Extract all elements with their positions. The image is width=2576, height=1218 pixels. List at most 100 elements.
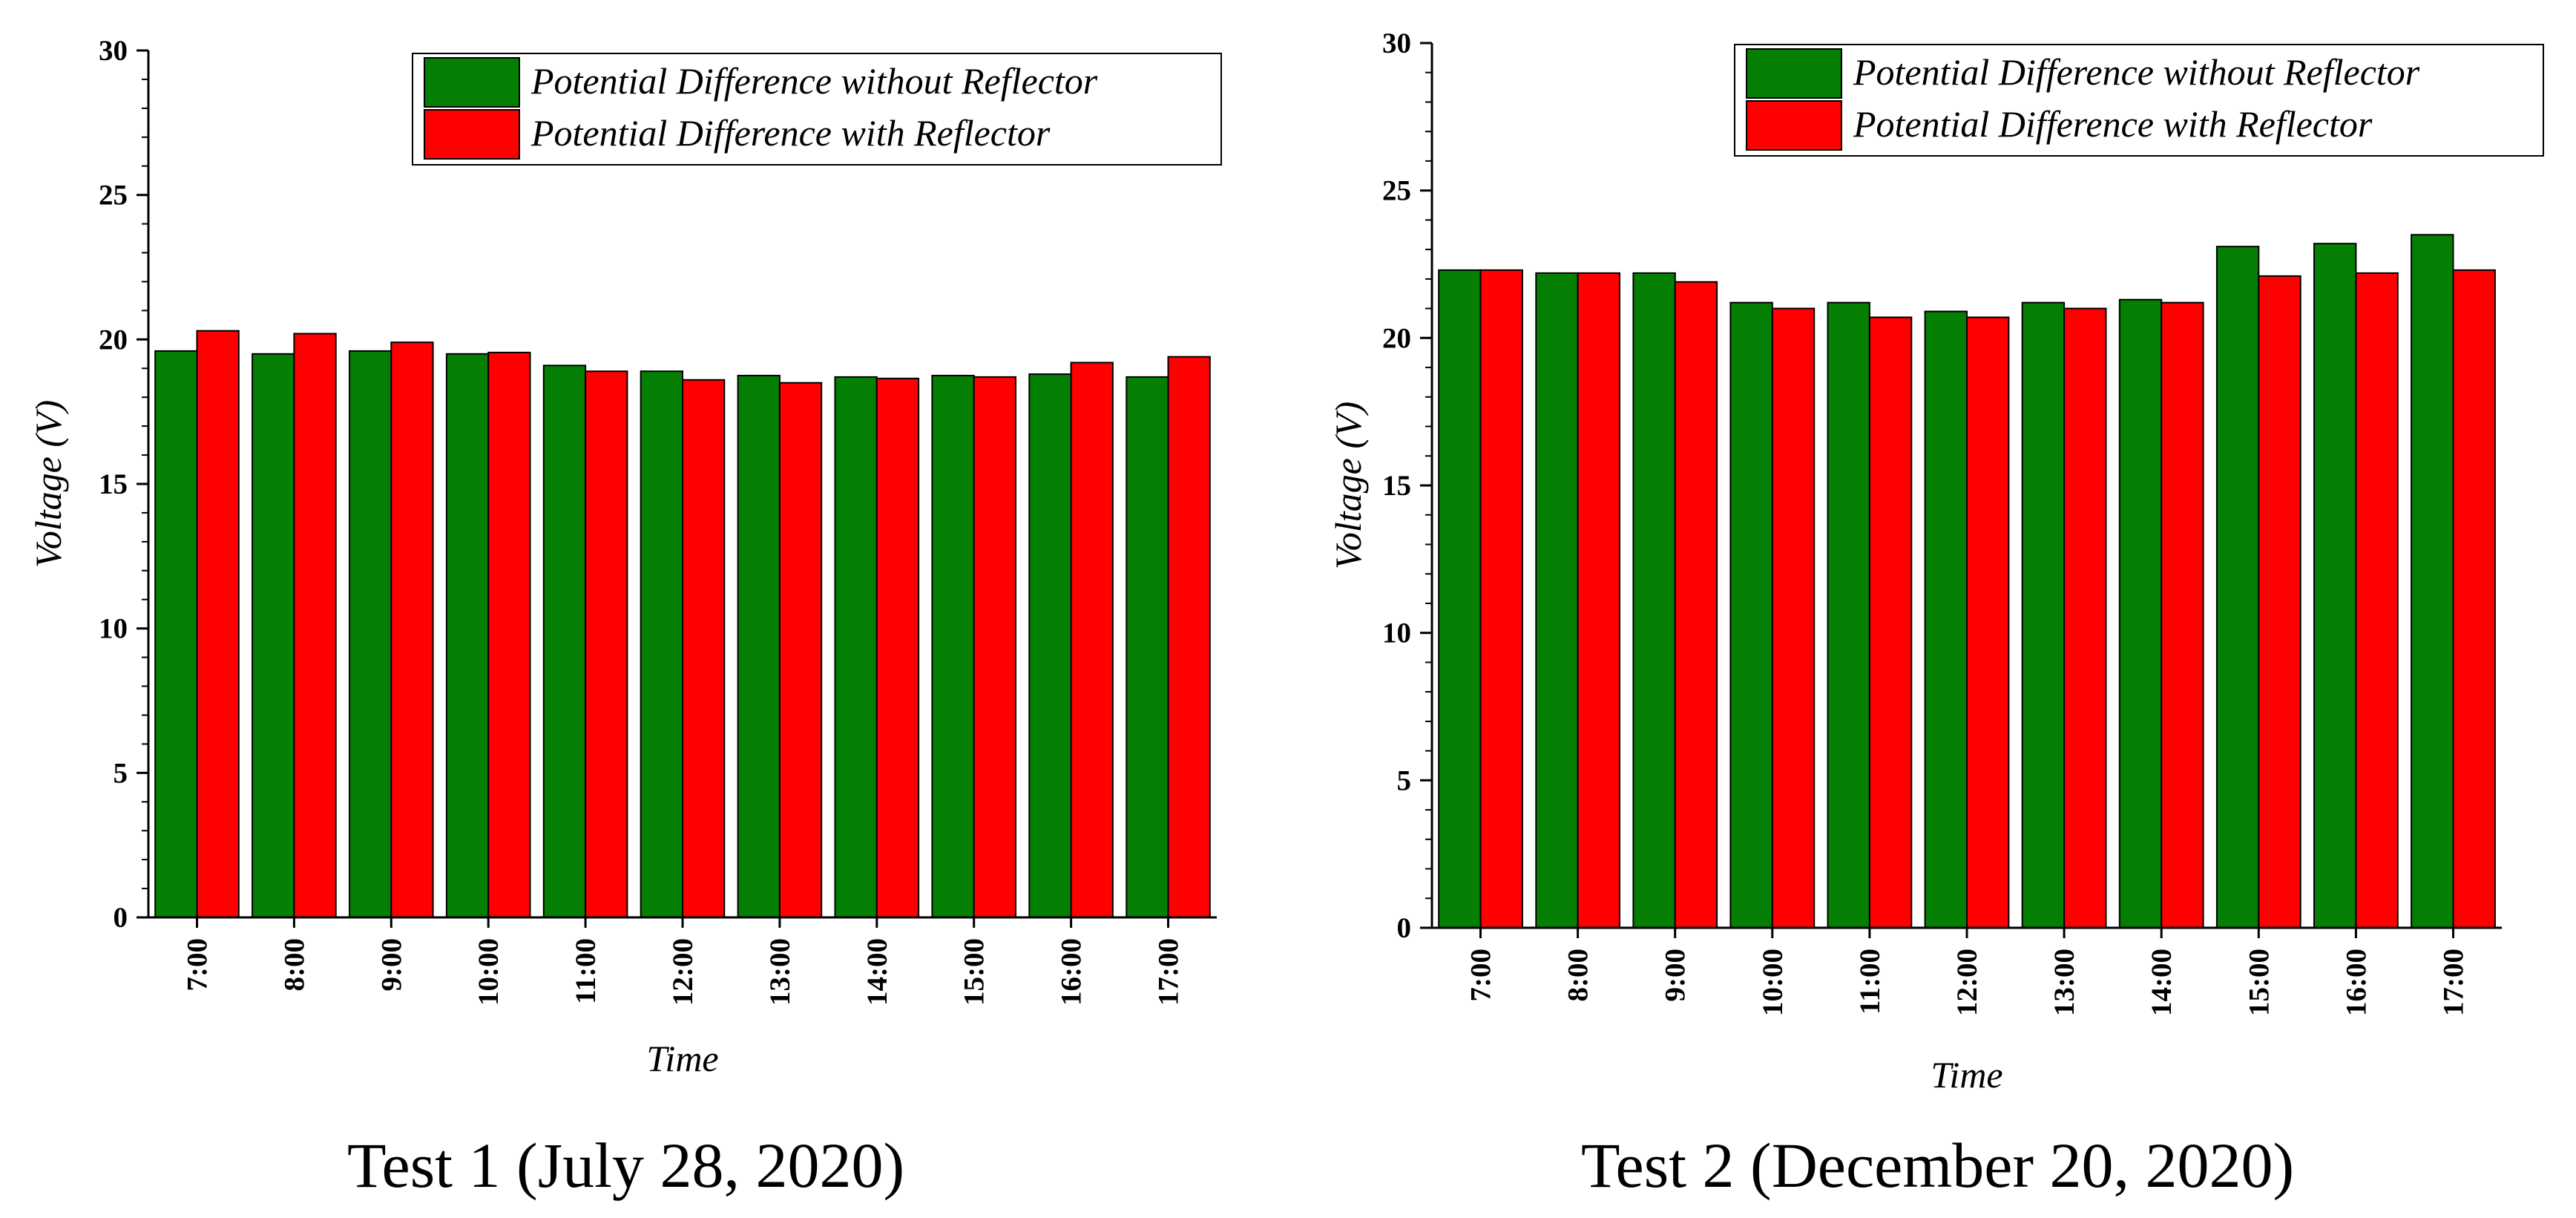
y-tick-label: 0 bbox=[1397, 912, 1412, 944]
chart-caption-test-1: Test 1 (July 28, 2020) bbox=[347, 1130, 905, 1201]
bar-with-reflector-1400 bbox=[2161, 301, 2204, 929]
legend-label-without-reflector: Potential Difference without Reflector bbox=[530, 60, 1098, 102]
x-tick-label-700: 7:00 bbox=[1465, 949, 1497, 1002]
x-tick-label-800: 8:00 bbox=[1563, 949, 1594, 1002]
bar-with-reflector-900 bbox=[1674, 281, 1718, 929]
chart-panel-test-1: 0 5 10 15 20 25 30 7:00 8:00 9:00 10:00 11:00 12:00 1… bbox=[27, 35, 1222, 1201]
bar-without-reflector-1400 bbox=[834, 376, 878, 918]
y-tick-label: 30 bbox=[1382, 27, 1411, 59]
bar-with-reflector-1000 bbox=[1771, 307, 1816, 929]
bar-chart-test-2: 0 5 10 15 20 25 30 7:00 8:00 9:00 10:00 11:00 12:00 1… bbox=[1327, 27, 2544, 1096]
chart-panel-test-2: 0 5 10 15 20 25 30 7:00 8:00 9:00 10:00 11:00 12:00 1… bbox=[1288, 0, 2576, 1218]
bar-without-reflector-1500 bbox=[931, 375, 975, 918]
y-axis-title: Voltage (V) bbox=[27, 400, 69, 568]
bar-without-reflector-1600 bbox=[1028, 373, 1072, 919]
legend: Potential Difference without Reflector Po… bbox=[412, 53, 1222, 166]
bar-without-reflector-800 bbox=[1535, 272, 1579, 929]
legend-label-with-reflector: Potential Difference with Reflector bbox=[530, 112, 1051, 154]
x-tick-label-900: 9:00 bbox=[1660, 949, 1692, 1002]
x-axis-title: Time bbox=[1931, 1054, 2002, 1096]
bar-with-reflector-900 bbox=[390, 341, 434, 918]
y-tick-label: 20 bbox=[99, 324, 128, 356]
legend-box bbox=[1734, 44, 2544, 157]
x-tick-label-1100: 11:00 bbox=[1854, 949, 1886, 1015]
bar-with-reflector-1700 bbox=[2452, 269, 2496, 929]
y-tick-label: 15 bbox=[99, 468, 128, 500]
bar-without-reflector-1700 bbox=[1126, 376, 1169, 918]
bar-with-reflector-1600 bbox=[1070, 361, 1114, 918]
bars-group bbox=[154, 330, 1211, 919]
x-tick-label-800: 8:00 bbox=[278, 938, 310, 992]
x-tick-label-1200: 12:00 bbox=[667, 938, 699, 1006]
bar-with-reflector-1400 bbox=[875, 377, 920, 918]
bars-group bbox=[1438, 234, 2496, 929]
bar-without-reflector-800 bbox=[252, 353, 295, 918]
bar-with-reflector-1100 bbox=[585, 370, 628, 918]
bar-with-reflector-700 bbox=[1479, 269, 1523, 929]
y-tick-label: 5 bbox=[1397, 764, 1412, 796]
bar-without-reflector-700 bbox=[1438, 269, 1482, 929]
x-tick-label-1100: 11:00 bbox=[570, 938, 602, 1004]
x-tick-label-900: 9:00 bbox=[375, 938, 407, 992]
y-tick-label: 25 bbox=[1382, 175, 1411, 207]
legend-box bbox=[412, 53, 1222, 166]
x-tick-label-1500: 15:00 bbox=[959, 938, 990, 1006]
x-tick-label-1500: 15:00 bbox=[2243, 949, 2275, 1016]
y-tick-label: 30 bbox=[99, 35, 128, 67]
bar-with-reflector-1500 bbox=[973, 376, 1016, 918]
x-tick-label-1300: 13:00 bbox=[764, 938, 796, 1006]
x-tick-label-1600: 16:00 bbox=[2340, 949, 2372, 1016]
x-tick-label-1400: 14:00 bbox=[861, 938, 893, 1006]
bar-without-reflector-1100 bbox=[1827, 301, 1870, 929]
bar-without-reflector-1300 bbox=[737, 375, 781, 918]
bar-without-reflector-700 bbox=[154, 350, 198, 918]
legend-swatch-without-reflector bbox=[424, 57, 520, 108]
bar-without-reflector-900 bbox=[1632, 272, 1676, 929]
y-tick-label: 10 bbox=[1382, 618, 1411, 649]
x-tick-label-1400: 14:00 bbox=[2146, 949, 2178, 1016]
bar-without-reflector-1500 bbox=[2215, 246, 2260, 929]
bar-with-reflector-1600 bbox=[2355, 272, 2399, 929]
x-tick-label-1600: 16:00 bbox=[1056, 938, 1088, 1006]
x-tick-label-1000: 10:00 bbox=[1757, 949, 1789, 1016]
legend-label-with-reflector: Potential Difference with Reflector bbox=[1853, 103, 2373, 145]
y-tick-label: 5 bbox=[114, 757, 128, 789]
bar-with-reflector-1300 bbox=[2063, 307, 2107, 929]
bar-without-reflector-1000 bbox=[445, 353, 490, 918]
x-tick-label-700: 7:00 bbox=[182, 938, 214, 992]
y-tick-label: 25 bbox=[99, 180, 128, 212]
bar-without-reflector-1100 bbox=[542, 364, 587, 918]
bar-without-reflector-1200 bbox=[640, 370, 684, 918]
chart-caption-test-2: Test 2 (December 20, 2020) bbox=[1581, 1130, 2295, 1201]
legend-swatch-with-reflector bbox=[424, 109, 520, 160]
bar-chart-test-1: 0 5 10 15 20 25 30 7:00 8:00 9:00 10:00 11:00 12:00 1… bbox=[27, 35, 1222, 1079]
x-tick-label-1700: 17:00 bbox=[1153, 938, 1185, 1006]
bar-without-reflector-1600 bbox=[2313, 243, 2357, 929]
x-tick-label-1300: 13:00 bbox=[2048, 949, 2080, 1016]
legend-label-without-reflector: Potential Difference without Reflector bbox=[1853, 51, 2420, 93]
bar-without-reflector-1200 bbox=[1924, 310, 1968, 929]
bar-with-reflector-1500 bbox=[2258, 275, 2301, 929]
y-tick-label: 20 bbox=[1382, 322, 1411, 354]
y-tick-label: 10 bbox=[99, 613, 128, 645]
bar-with-reflector-700 bbox=[196, 330, 240, 918]
bar-with-reflector-1700 bbox=[1167, 356, 1211, 918]
x-axis-title: Time bbox=[646, 1038, 718, 1079]
legend-swatch-without-reflector bbox=[1746, 48, 1842, 99]
bar-with-reflector-1200 bbox=[682, 379, 726, 918]
bar-with-reflector-1100 bbox=[1868, 316, 1913, 929]
bar-without-reflector-1000 bbox=[1729, 301, 1773, 929]
y-tick-label: 15 bbox=[1382, 470, 1411, 502]
x-tick-label-1200: 12:00 bbox=[1951, 949, 1983, 1016]
x-tick-label-1000: 10:00 bbox=[473, 938, 505, 1006]
bar-with-reflector-1200 bbox=[1966, 316, 2010, 929]
y-tick-label: 0 bbox=[114, 902, 128, 934]
bar-without-reflector-900 bbox=[349, 350, 392, 918]
bar-with-reflector-1300 bbox=[778, 382, 823, 918]
bar-without-reflector-1700 bbox=[2411, 234, 2454, 929]
y-axis-title: Voltage (V) bbox=[1327, 402, 1369, 569]
legend: Potential Difference without Reflector Po… bbox=[1734, 44, 2544, 157]
bar-with-reflector-800 bbox=[1577, 272, 1621, 929]
bar-without-reflector-1400 bbox=[2118, 298, 2163, 929]
bar-with-reflector-800 bbox=[293, 333, 337, 918]
